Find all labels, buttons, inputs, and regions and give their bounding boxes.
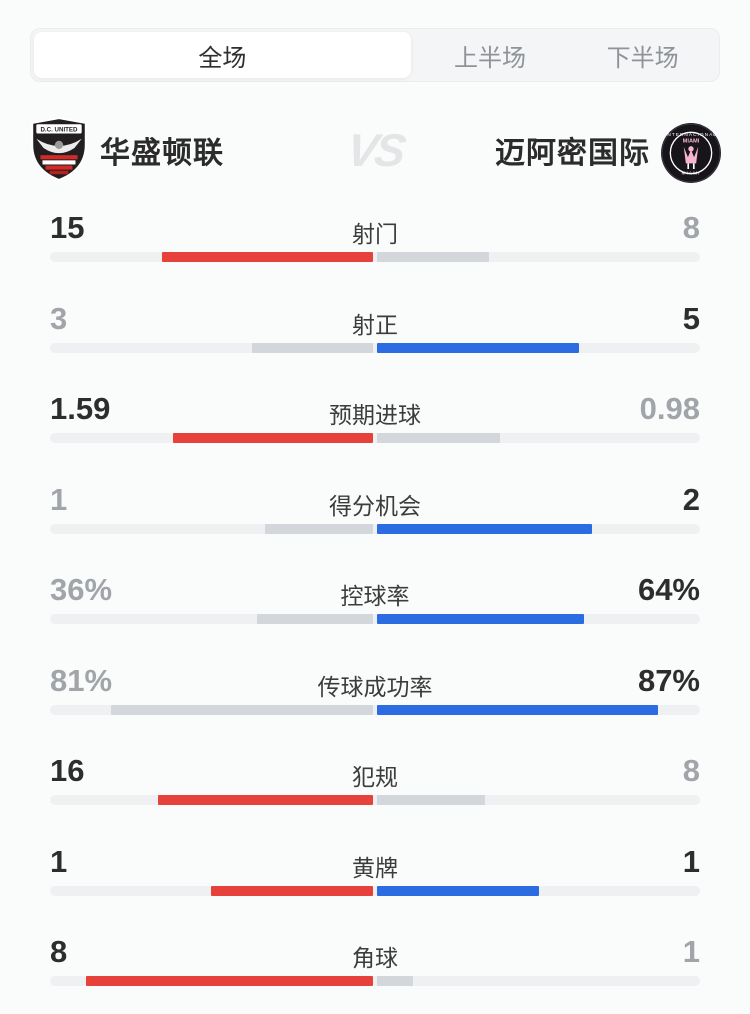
- away-value: 5: [682, 300, 700, 336]
- home-value: 16: [50, 753, 85, 788]
- home-bar: [86, 976, 373, 986]
- tab-second-half[interactable]: 下半场: [606, 44, 679, 72]
- home-bar: [173, 433, 373, 443]
- home-team-name: 华盛顿联: [100, 137, 224, 170]
- away-value: 1: [682, 934, 700, 969]
- away-value: 0.98: [639, 391, 700, 426]
- stat-row: 81% 传球成功率 87%: [50, 663, 700, 725]
- stat-row-header: 1 得分机会 2: [50, 481, 700, 519]
- stat-label: 得分机会: [329, 492, 421, 519]
- stat-bar-track: [50, 885, 700, 896]
- stat-row-header: 3 射正 5: [50, 300, 700, 338]
- away-bar: [377, 976, 413, 986]
- home-value: 8: [50, 934, 68, 969]
- away-bar: [377, 614, 584, 624]
- away-bar: [377, 433, 500, 443]
- svg-text:MIAMI: MIAMI: [682, 171, 701, 177]
- stat-row-header: 81% 传球成功率 87%: [50, 662, 700, 700]
- stat-label: 预期进球: [329, 402, 421, 428]
- home-value: 3: [50, 300, 68, 336]
- home-value: 1.59: [50, 391, 111, 426]
- home-value: 36%: [50, 572, 113, 607]
- home-value: 1: [50, 843, 68, 879]
- home-value: 15: [50, 210, 85, 245]
- home-value: 81%: [50, 662, 113, 698]
- stat-bar-track: [50, 523, 700, 534]
- away-value: 64%: [637, 572, 700, 607]
- stat-bar-track: [50, 342, 700, 353]
- period-tabbar: 全场 上半场 下半场: [30, 28, 720, 82]
- stat-label: 犯规: [352, 764, 398, 790]
- team-header: D.C. UNITED 华盛顿联 VS 迈阿密国际 INTERNACIONAL …: [0, 112, 750, 188]
- stat-row: 8 角球 1: [50, 934, 700, 996]
- away-bar: [377, 885, 539, 896]
- away-value: 8: [682, 753, 700, 788]
- home-bar: [257, 614, 373, 624]
- away-team-name: 迈阿密国际: [495, 137, 650, 170]
- away-bar: [377, 252, 489, 262]
- stat-label: 传球成功率: [317, 673, 433, 700]
- svg-text:D.C. UNITED: D.C. UNITED: [40, 126, 78, 133]
- stat-row-header: 15 射门 8: [50, 210, 700, 247]
- stat-bar-track: [50, 433, 700, 443]
- stat-bar-track: [50, 614, 700, 624]
- tab-first-half[interactable]: 上半场: [454, 44, 526, 72]
- home-team-crest-icon: D.C. UNITED: [31, 117, 87, 181]
- stat-row-header: 1 黄牌 1: [50, 843, 700, 881]
- stat-row-header: 36% 控球率 64%: [50, 572, 700, 609]
- home-bar: [158, 795, 373, 805]
- away-bar: [377, 704, 658, 715]
- stat-row-header: 1.59 预期进球 0.98: [50, 391, 700, 428]
- stat-row-header: 8 角球 1: [50, 934, 700, 971]
- stat-bar-track: [50, 795, 700, 805]
- stat-label: 射门: [352, 221, 398, 247]
- away-team-crest-icon: INTERNACIONAL MIAMI MIAMI: [661, 123, 721, 183]
- stat-row: 15 射门 8: [50, 210, 700, 272]
- stat-bar-track: [50, 976, 700, 986]
- vs-watermark: VS: [343, 124, 407, 176]
- tab-full-match[interactable]: 全场: [34, 32, 411, 78]
- stat-row: 3 射正 5: [50, 301, 700, 363]
- stat-bar-track: [50, 252, 700, 262]
- stat-row: 1 得分机会 2: [50, 482, 700, 544]
- away-bar: [377, 523, 592, 534]
- stat-row: 16 犯规 8: [50, 753, 700, 815]
- stat-bar-track: [50, 704, 700, 715]
- stat-label: 黄牌: [352, 854, 398, 881]
- svg-text:INTERNACIONAL: INTERNACIONAL: [665, 132, 717, 138]
- home-bar: [252, 342, 373, 353]
- away-bar: [377, 342, 579, 353]
- stat-row: 36% 控球率 64%: [50, 572, 700, 634]
- home-bar: [265, 523, 373, 534]
- away-value: 87%: [637, 662, 700, 698]
- away-value: 1: [682, 843, 700, 879]
- stat-row: 1.59 预期进球 0.98: [50, 391, 700, 453]
- stat-row: 1 黄牌 1: [50, 844, 700, 906]
- away-bar: [377, 795, 485, 805]
- svg-text:MIAMI: MIAMI: [683, 139, 700, 145]
- stat-label: 射正: [352, 311, 398, 338]
- away-value: 2: [682, 481, 700, 517]
- away-value: 8: [682, 210, 700, 245]
- home-value: 1: [50, 481, 68, 517]
- stat-label: 控球率: [340, 583, 410, 609]
- stat-row-header: 16 犯规 8: [50, 753, 700, 790]
- home-bar: [111, 704, 373, 715]
- home-bar: [162, 252, 373, 262]
- stat-label: 角球: [352, 945, 398, 971]
- home-bar: [211, 885, 373, 896]
